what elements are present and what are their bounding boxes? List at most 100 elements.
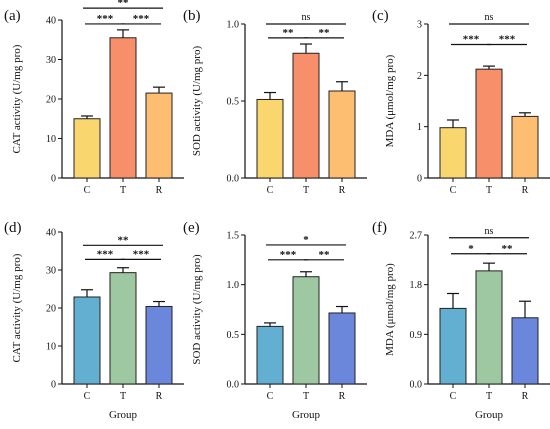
- x-axis-label: Group: [292, 409, 321, 421]
- x-tick-label-R: R: [339, 391, 346, 402]
- panel-label: (e): [183, 220, 200, 236]
- bar-C: [256, 325, 284, 385]
- y-axis-label: SOD activity (U/mg pro): [191, 46, 203, 157]
- x-tick-label-C: C: [267, 185, 274, 196]
- y-tick-label: 1.0: [227, 280, 240, 291]
- significance-label: **: [283, 27, 295, 39]
- bar-R: [511, 115, 539, 179]
- bar-R: [145, 92, 173, 179]
- y-axis-label: SOD activity (U/mg pro): [191, 254, 203, 365]
- significance-label: ns: [485, 226, 494, 237]
- bar-T: [109, 272, 137, 385]
- y-tick-label: 0.5: [227, 330, 240, 341]
- panel-label: (f): [372, 220, 387, 236]
- significance-label: **: [319, 249, 331, 261]
- y-tick-label: 1.0: [227, 20, 240, 31]
- chart-panel-4: (d) 0 10 20 30 40 CAT activity (U/mg pro) C T R Gr…: [4, 220, 184, 421]
- y-axis-label: CAT activity (U/mg pro): [11, 253, 23, 362]
- significance-label: ***: [499, 34, 516, 46]
- x-axis-label: Group: [475, 409, 504, 421]
- significance-label: **: [118, 0, 130, 9]
- panel-label: (a): [4, 8, 21, 24]
- y-tick-label: 30: [46, 266, 56, 277]
- y-axis-label: MDA (μmol/mg pro): [384, 54, 396, 147]
- panel-label: (d): [4, 220, 22, 236]
- significance-label: ***: [463, 34, 480, 46]
- y-tick-label: 0: [51, 174, 56, 185]
- y-tick-label: 1.8: [410, 280, 423, 291]
- x-tick-label-T: T: [303, 391, 309, 402]
- significance-label: **: [118, 234, 130, 246]
- y-tick-label: 2: [417, 71, 422, 82]
- x-tick-label-T: T: [120, 185, 126, 196]
- y-tick-label: 3: [417, 20, 422, 31]
- significance-label: *: [468, 243, 474, 255]
- x-tick-label-R: R: [339, 185, 346, 196]
- significance-label: ***: [133, 248, 150, 260]
- x-tick-label-R: R: [522, 391, 529, 402]
- significance-label: ns: [485, 12, 494, 23]
- y-tick-label: 10: [46, 134, 56, 145]
- x-tick-label-C: C: [84, 185, 91, 196]
- bar-T: [109, 37, 137, 179]
- y-tick-label: 40: [46, 16, 56, 27]
- y-axis-label: MDA (μmol/mg pro): [384, 263, 396, 356]
- y-tick-label: 20: [46, 95, 56, 106]
- bar-C: [439, 127, 467, 179]
- panel-label: (b): [183, 8, 201, 24]
- x-tick-label-C: C: [450, 185, 457, 196]
- x-tick-label-T: T: [303, 185, 309, 196]
- y-tick-label: 0: [51, 380, 56, 391]
- chart-panel-6: (f) 0.0 0.9 1.8 2.7 MDA (μmol/mg pro) C T R Group…: [372, 220, 550, 421]
- chart-panel-1: (a) 0 10 20 30 40 CAT activity (U/mg pro) C T R **…: [4, 0, 184, 196]
- panel-label: (c): [372, 8, 389, 24]
- x-tick-label-C: C: [84, 391, 91, 402]
- chart-panel-5: (e) 0.0 0.5 1.0 1.5 SOD activity (U/mg pro) C T…: [183, 220, 367, 421]
- y-tick-label: 0.0: [227, 174, 240, 185]
- y-tick-label: 2.7: [410, 231, 423, 242]
- significance-label: ***: [97, 13, 114, 25]
- x-axis-label: Group: [109, 409, 138, 421]
- y-tick-label: 0: [417, 174, 422, 185]
- bar-C: [73, 118, 101, 179]
- y-tick-label: 0.0: [410, 380, 423, 391]
- significance-label: ***: [133, 13, 150, 25]
- bar-C: [439, 307, 467, 385]
- y-tick-label: 20: [46, 304, 56, 315]
- x-tick-label-T: T: [120, 391, 126, 402]
- x-tick-label-R: R: [156, 391, 163, 402]
- y-tick-label: 40: [46, 228, 56, 239]
- bar-T: [475, 270, 503, 385]
- y-tick-label: 1: [417, 122, 422, 133]
- y-tick-label: 10: [46, 342, 56, 353]
- bar-T: [475, 68, 503, 179]
- significance-label: ns: [302, 12, 311, 23]
- x-tick-label-R: R: [522, 185, 529, 196]
- significance-label: **: [319, 27, 331, 39]
- y-tick-label: 1.5: [227, 231, 240, 242]
- x-tick-label-R: R: [156, 185, 163, 196]
- chart-panel-2: (b) 0.0 0.5 1.0 SOD activity (U/mg pro) C T Rns…: [183, 8, 367, 196]
- x-tick-label-C: C: [267, 391, 274, 402]
- bar-R: [145, 305, 173, 385]
- bar-C: [73, 296, 101, 385]
- significance-label: *: [303, 234, 309, 246]
- x-tick-label-T: T: [486, 391, 492, 402]
- bar-T: [292, 52, 320, 179]
- bar-T: [292, 276, 320, 385]
- y-tick-label: 0.5: [227, 97, 240, 108]
- y-axis-label: CAT activity (U/mg pro): [11, 44, 23, 153]
- y-tick-label: 0.0: [227, 380, 240, 391]
- bar-R: [328, 90, 356, 179]
- significance-label: ***: [280, 249, 297, 261]
- y-tick-label: 30: [46, 55, 56, 66]
- x-tick-label-T: T: [486, 185, 492, 196]
- bar-R: [328, 312, 356, 385]
- bar-C: [256, 98, 284, 179]
- y-tick-label: 0.9: [410, 330, 423, 341]
- significance-label: **: [502, 243, 514, 255]
- significance-label: ***: [97, 248, 114, 260]
- bar-R: [511, 317, 539, 385]
- x-tick-label-C: C: [450, 391, 457, 402]
